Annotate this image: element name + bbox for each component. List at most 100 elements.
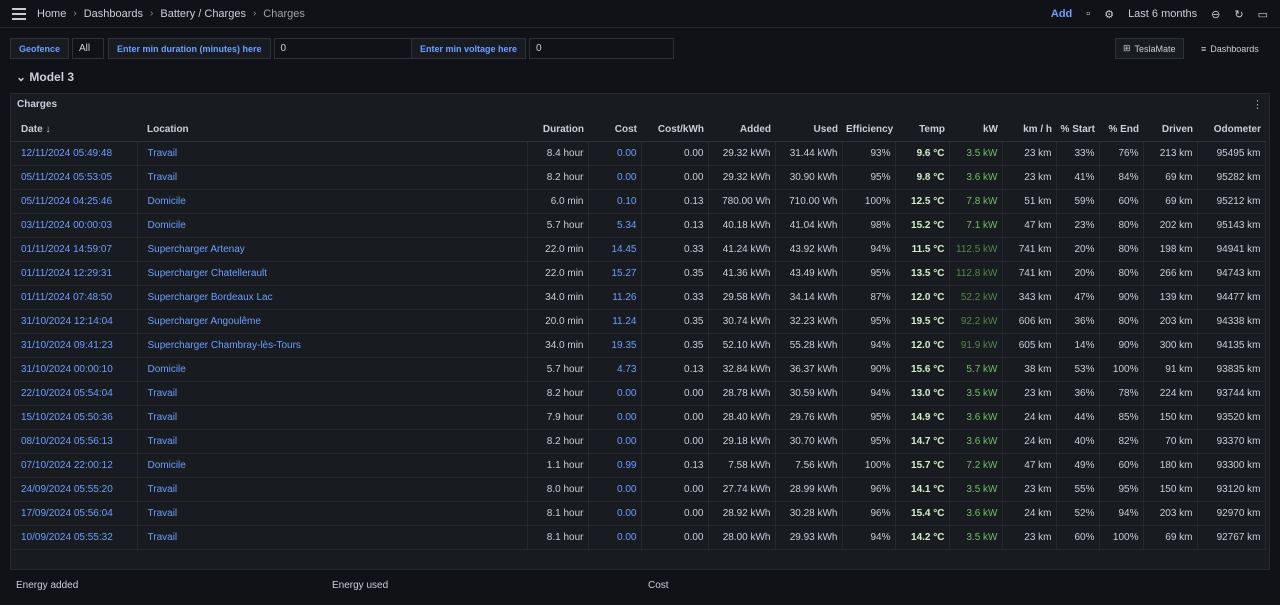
table-cell[interactable]: 03/11/2024 00:00:03 [11,213,138,238]
panel-menu[interactable]: ⋮ [1252,99,1263,111]
table-cell[interactable]: 15/10/2024 05:50:36 [11,405,138,430]
table-cell: 15.4 °C [895,501,950,526]
column-header[interactable]: % Start [1056,119,1099,142]
column-header[interactable]: kW [949,119,1002,142]
table-row: 22/10/2024 05:54:04 Travail 8.2 hour 0.00 0.… [11,381,1266,406]
table-cell[interactable]: Domicile [137,213,528,238]
column-header[interactable]: % End [1099,119,1143,142]
table-cell[interactable]: Domicile [137,357,528,382]
settings-icon[interactable]: ⚙ [1104,8,1115,21]
zoom-icon[interactable]: ⊖ [1211,8,1221,21]
table-cell: 93744 km [1197,381,1266,406]
table-cell: 0.00 [588,429,642,454]
breadcrumb[interactable]: Battery / Charges [160,7,246,20]
table-cell[interactable]: 24/09/2024 05:55:20 [11,477,138,502]
table-cell[interactable]: 12/11/2024 05:49:48 [11,141,138,166]
variable-input[interactable]: 0 [273,38,419,59]
menu-icon[interactable] [12,8,26,20]
table-cell: 606 km [1002,309,1057,334]
column-header[interactable]: Date ↓ [11,119,137,142]
table-cell: 95% [842,429,896,454]
table-cell: 34.14 kWh [775,285,843,310]
table-cell[interactable]: 22/10/2024 05:54:04 [11,381,138,406]
table-cell[interactable]: 31/10/2024 09:41:23 [11,333,138,358]
add-button[interactable]: Add [1050,8,1073,20]
table-cell: 30.59 kWh [775,381,843,406]
column-header[interactable]: Temp [895,119,949,142]
table-cell[interactable]: Supercharger Chatellerault [137,261,528,286]
table-cell: 0.13 [641,453,709,478]
table-cell[interactable]: Travail [137,501,528,526]
table-row: 12/11/2024 05:49:48 Travail 8.4 hour 0.00 0.… [11,141,1266,166]
refresh-icon[interactable]: ↻ [1234,8,1244,21]
column-header[interactable]: Odometer [1197,119,1265,142]
table-cell: 98% [842,213,896,238]
table-cell: 34.0 min [527,285,589,310]
table-cell[interactable]: 07/10/2024 22:00:12 [11,453,138,478]
dashboard-link[interactable]: ⊞ TeslaMate [1115,38,1184,59]
table-cell: 85% [1099,405,1144,430]
time-range[interactable]: Last 6 months [1128,8,1198,20]
view-icon[interactable]: ▭ [1257,8,1268,21]
column-header[interactable]: Driven [1143,119,1197,142]
column-header[interactable]: Used [775,119,842,142]
breadcrumb[interactable]: Dashboards [83,7,144,20]
table-cell[interactable]: 31/10/2024 00:00:10 [11,357,138,382]
table-cell[interactable]: 08/10/2024 05:56:13 [11,429,138,454]
table-cell: 112.5 kW [949,237,1003,262]
table-cell[interactable]: 05/11/2024 05:53:05 [11,165,138,190]
column-header[interactable]: Added [708,119,775,142]
table-cell[interactable]: Domicile [137,189,528,214]
table-cell: 41.04 kWh [775,213,843,238]
table-cell[interactable]: 10/09/2024 05:55:32 [11,525,138,550]
table-cell: 7.56 kWh [775,453,843,478]
table-cell[interactable]: Supercharger Artenay [137,237,528,262]
dashboard-link[interactable]: ≡ Dashboards [1194,38,1266,59]
table-cell: 29.58 kWh [708,285,776,310]
table-cell: 605 km [1002,333,1057,358]
table-cell[interactable]: 01/11/2024 07:48:50 [11,285,138,310]
table-cell: 60% [1056,525,1100,550]
variable-label: Geofence [10,38,70,59]
table-cell: 93120 km [1197,477,1266,502]
variable-select[interactable]: All [72,38,105,59]
table-cell[interactable]: 05/11/2024 04:25:46 [11,189,138,214]
table-cell[interactable]: Domicile [137,453,528,478]
table-cell[interactable]: Travail [137,141,528,166]
table-cell[interactable]: Travail [137,477,528,502]
table-cell: 41.36 kWh [708,261,776,286]
column-header[interactable]: km / h [1002,119,1056,142]
table-cell: 93% [842,141,896,166]
table-cell[interactable]: Travail [137,405,528,430]
table-cell[interactable]: 01/11/2024 14:59:07 [11,237,138,262]
table-cell: 23 km [1002,165,1057,190]
table-cell: 84% [1099,165,1144,190]
table-cell[interactable]: 17/09/2024 05:56:04 [11,501,138,526]
variable-input[interactable]: 0 [529,38,675,59]
table-cell: 5.34 [588,213,642,238]
row-title-text: Model 3 [29,70,75,84]
column-header[interactable]: Efficiency [842,119,895,142]
table-cell[interactable]: Travail [137,429,528,454]
table-cell[interactable]: Supercharger Angoulême [137,309,528,334]
link-icon: ≡ [1201,43,1207,54]
panel-title: Energy used [332,580,389,591]
table-cell[interactable]: Travail [137,525,528,550]
table-cell[interactable]: 01/11/2024 12:29:31 [11,261,138,286]
table-cell: 0.33 [641,285,709,310]
column-header[interactable]: Location [137,119,527,142]
breadcrumb[interactable]: Home [37,7,67,20]
table-cell[interactable]: Travail [137,165,528,190]
column-header[interactable]: Duration [527,119,588,142]
table-cell: 94941 km [1197,237,1266,262]
column-header[interactable]: Cost [588,119,641,142]
table-cell[interactable]: Supercharger Bordeaux Lac [137,285,528,310]
save-icon[interactable]: ▫ [1086,8,1091,20]
table-cell[interactable]: Travail [137,381,528,406]
table-cell: 44% [1056,405,1100,430]
table-cell: 3.6 kW [949,429,1003,454]
table-cell[interactable]: Supercharger Chambray-lès-Tours [137,333,528,358]
table-cell[interactable]: 31/10/2024 12:14:04 [11,309,138,334]
row-title[interactable]: ⌄ Model 3 [16,70,74,84]
column-header[interactable]: Cost/kWh [641,119,708,142]
